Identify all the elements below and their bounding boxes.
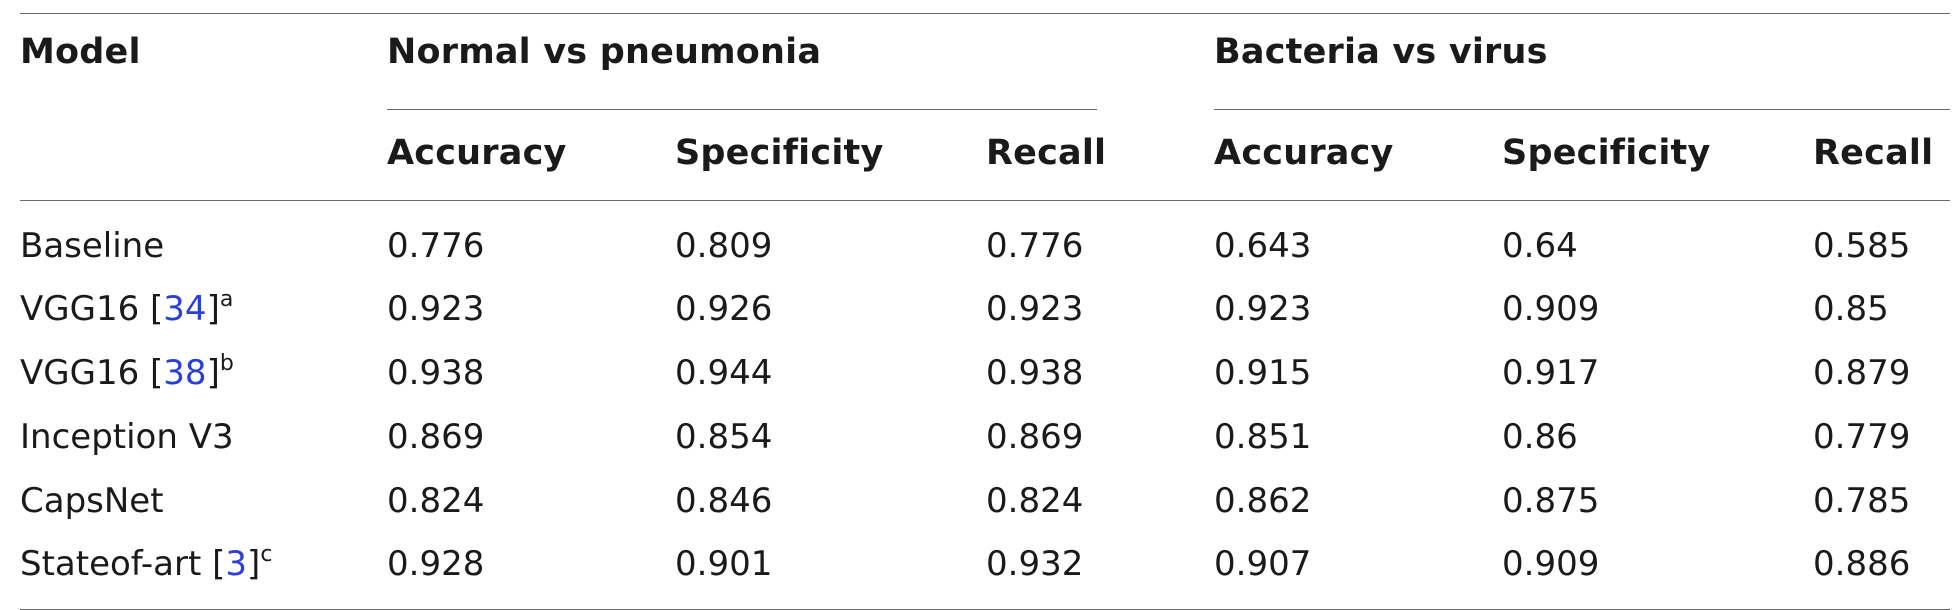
metric-value: 0.846 bbox=[675, 481, 773, 521]
model-cell: CapsNet bbox=[20, 469, 387, 533]
gap-cell bbox=[1097, 405, 1214, 469]
metric-value: 0.809 bbox=[675, 226, 773, 266]
metric-value: 0.917 bbox=[1502, 353, 1600, 393]
header-group-row: Model Normal vs pneumonia Bacteria vs vi… bbox=[20, 14, 1951, 111]
header-specificity: Specificity bbox=[1502, 110, 1814, 201]
model-name: VGG16 bbox=[20, 289, 151, 329]
header-recall: Recall bbox=[1813, 110, 1951, 201]
metric-value: 0.862 bbox=[1214, 481, 1312, 521]
metric-value: 0.926 bbox=[675, 289, 773, 329]
metric-value: 0.643 bbox=[1214, 226, 1312, 266]
metric-value: 0.879 bbox=[1813, 353, 1911, 393]
metric-value: 0.776 bbox=[986, 226, 1084, 266]
table-row: Inception V3 0.869 0.854 0.869 0.851 0.86 0.77… bbox=[20, 405, 1950, 469]
metric-value: 0.85 bbox=[1813, 289, 1889, 329]
header-gap bbox=[1097, 14, 1214, 111]
model-cell: Inception V3 bbox=[20, 405, 387, 469]
metric-value: 0.928 bbox=[387, 544, 485, 584]
table-row: CapsNet 0.824 0.846 0.824 0.862 0.875 0.785 bbox=[20, 469, 1950, 533]
metric-value: 0.869 bbox=[986, 417, 1084, 457]
metric-value: 0.923 bbox=[986, 289, 1084, 329]
header-gap bbox=[1097, 110, 1215, 201]
table-row: Stateof-art [3]c 0.928 0.901 0.932 0.907 0.90… bbox=[20, 533, 1950, 610]
table-row: VGG16 [38]b 0.938 0.944 0.938 0.915 0.917 0.87… bbox=[20, 341, 1950, 405]
citation-reference: [34] bbox=[150, 289, 220, 329]
metric-value: 0.938 bbox=[986, 353, 1084, 393]
metric-value: 0.944 bbox=[675, 353, 773, 393]
gap-cell bbox=[1097, 341, 1214, 405]
group-rule bbox=[387, 109, 1098, 110]
metric-value: 0.824 bbox=[986, 481, 1084, 521]
table-row: Baseline 0.776 0.809 0.776 0.643 0.64 0.585 bbox=[20, 201, 1950, 278]
header-group-normal-vs-pneumonia: Normal vs pneumonia bbox=[387, 14, 1098, 110]
header-group-label: Bacteria vs virus bbox=[1214, 32, 1548, 72]
model-cell: VGG16 [34]a bbox=[20, 277, 387, 341]
footnote-marker: c bbox=[260, 542, 273, 567]
metric-value: 0.86 bbox=[1502, 417, 1578, 457]
metric-value: 0.785 bbox=[1813, 481, 1911, 521]
metric-value: 0.585 bbox=[1813, 226, 1911, 266]
metric-value: 0.854 bbox=[675, 417, 773, 457]
header-recall: Recall bbox=[986, 110, 1106, 201]
metric-value: 0.824 bbox=[387, 481, 485, 521]
metric-value: 0.909 bbox=[1502, 544, 1600, 584]
metric-value: 0.938 bbox=[387, 353, 485, 393]
model-name: Baseline bbox=[20, 226, 165, 266]
footnote-marker: b bbox=[219, 351, 234, 376]
model-name: Inception V3 bbox=[20, 417, 234, 457]
gap-cell bbox=[1097, 469, 1214, 533]
header-group-label: Normal vs pneumonia bbox=[387, 32, 822, 72]
metric-value: 0.923 bbox=[1214, 289, 1312, 329]
group-rule bbox=[1214, 109, 1951, 110]
metric-value: 0.875 bbox=[1502, 481, 1600, 521]
model-name: VGG16 bbox=[20, 353, 151, 393]
metric-value: 0.909 bbox=[1502, 289, 1600, 329]
header-accuracy: Accuracy bbox=[387, 110, 675, 201]
model-name: CapsNet bbox=[20, 481, 164, 521]
citation-reference: [3] bbox=[212, 544, 261, 584]
table-body: Baseline 0.776 0.809 0.776 0.643 0.64 0.585 VGG… bbox=[20, 201, 1950, 610]
footnote-marker: a bbox=[219, 287, 234, 312]
header-group-bacteria-vs-virus: Bacteria vs virus bbox=[1214, 14, 1951, 110]
model-cell: VGG16 [38]b bbox=[20, 341, 387, 405]
model-cell: Baseline bbox=[20, 201, 387, 278]
citation-reference: [38] bbox=[150, 353, 220, 393]
metric-value: 0.869 bbox=[387, 417, 485, 457]
model-cell: Stateof-art [3]c bbox=[20, 533, 387, 610]
table-row: VGG16 [34]a 0.923 0.926 0.923 0.923 0.909 0.85 bbox=[20, 277, 1950, 341]
gap-cell bbox=[1097, 201, 1214, 278]
metric-value: 0.901 bbox=[675, 544, 773, 584]
header-specificity: Specificity bbox=[675, 110, 986, 201]
model-name: Stateof-art bbox=[20, 544, 213, 584]
gap-cell bbox=[1097, 533, 1214, 610]
metric-value: 0.779 bbox=[1813, 417, 1911, 457]
citation-link[interactable]: 3 bbox=[225, 544, 248, 584]
citation-link[interactable]: 38 bbox=[163, 353, 207, 393]
metric-value: 0.886 bbox=[1813, 544, 1911, 584]
results-table: Model Normal vs pneumonia Bacteria vs vi… bbox=[20, 13, 1951, 610]
metric-value: 0.923 bbox=[387, 289, 485, 329]
header-model: Model bbox=[20, 32, 141, 72]
gap-cell bbox=[1097, 277, 1214, 341]
metric-value: 0.64 bbox=[1502, 226, 1578, 266]
metric-value: 0.776 bbox=[387, 226, 485, 266]
citation-link[interactable]: 34 bbox=[163, 289, 207, 329]
header-model-empty bbox=[20, 110, 387, 201]
metric-value: 0.851 bbox=[1214, 417, 1312, 457]
metric-value: 0.915 bbox=[1214, 353, 1312, 393]
header-subheader-row: Accuracy Specificity Recall Accuracy Spe… bbox=[20, 110, 1951, 201]
metric-value: 0.932 bbox=[986, 544, 1084, 584]
header-accuracy: Accuracy bbox=[1214, 110, 1503, 201]
metric-value: 0.907 bbox=[1214, 544, 1312, 584]
